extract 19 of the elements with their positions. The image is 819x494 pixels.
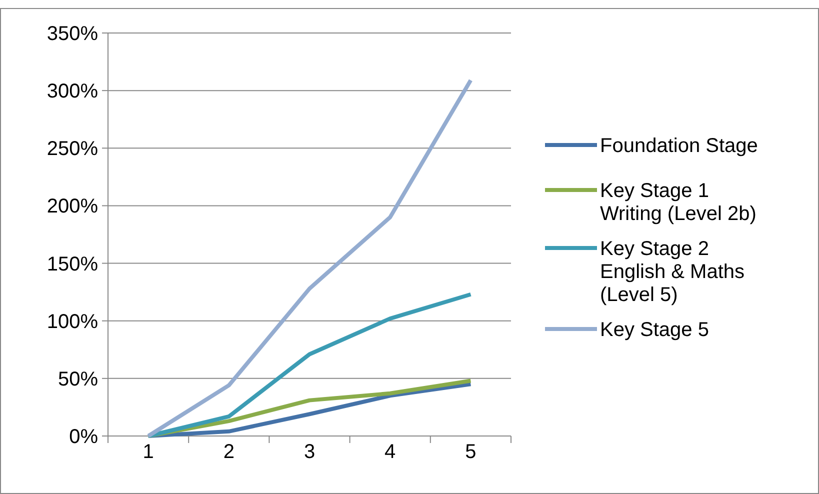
x-tick-label: 2 — [223, 441, 234, 463]
legend-label: Key Stage 2 English & Maths (Level 5) — [600, 238, 745, 306]
x-tick-label: 5 — [465, 441, 476, 463]
y-tick-label: 350% — [46, 23, 98, 45]
y-tick-label: 50% — [58, 368, 98, 390]
legend-label: Key Stage 1 Writing (Level 2b) — [600, 180, 756, 225]
y-tick-label: 150% — [46, 253, 98, 276]
y-tick-label: 100% — [46, 310, 98, 333]
legend-label: Key Stage 5 — [600, 319, 709, 341]
y-tick-label: 200% — [46, 196, 98, 218]
y-tick-label: 250% — [46, 138, 98, 160]
x-tick-label: 4 — [384, 441, 396, 463]
x-tick-label: 3 — [304, 441, 316, 463]
line-series — [146, 292, 473, 438]
y-tick-label: 0% — [69, 426, 98, 448]
line-series — [146, 78, 473, 438]
y-tick-label: 300% — [46, 80, 98, 103]
legend-label: Foundation Stage — [600, 135, 758, 157]
x-tick-label: 1 — [142, 441, 154, 463]
